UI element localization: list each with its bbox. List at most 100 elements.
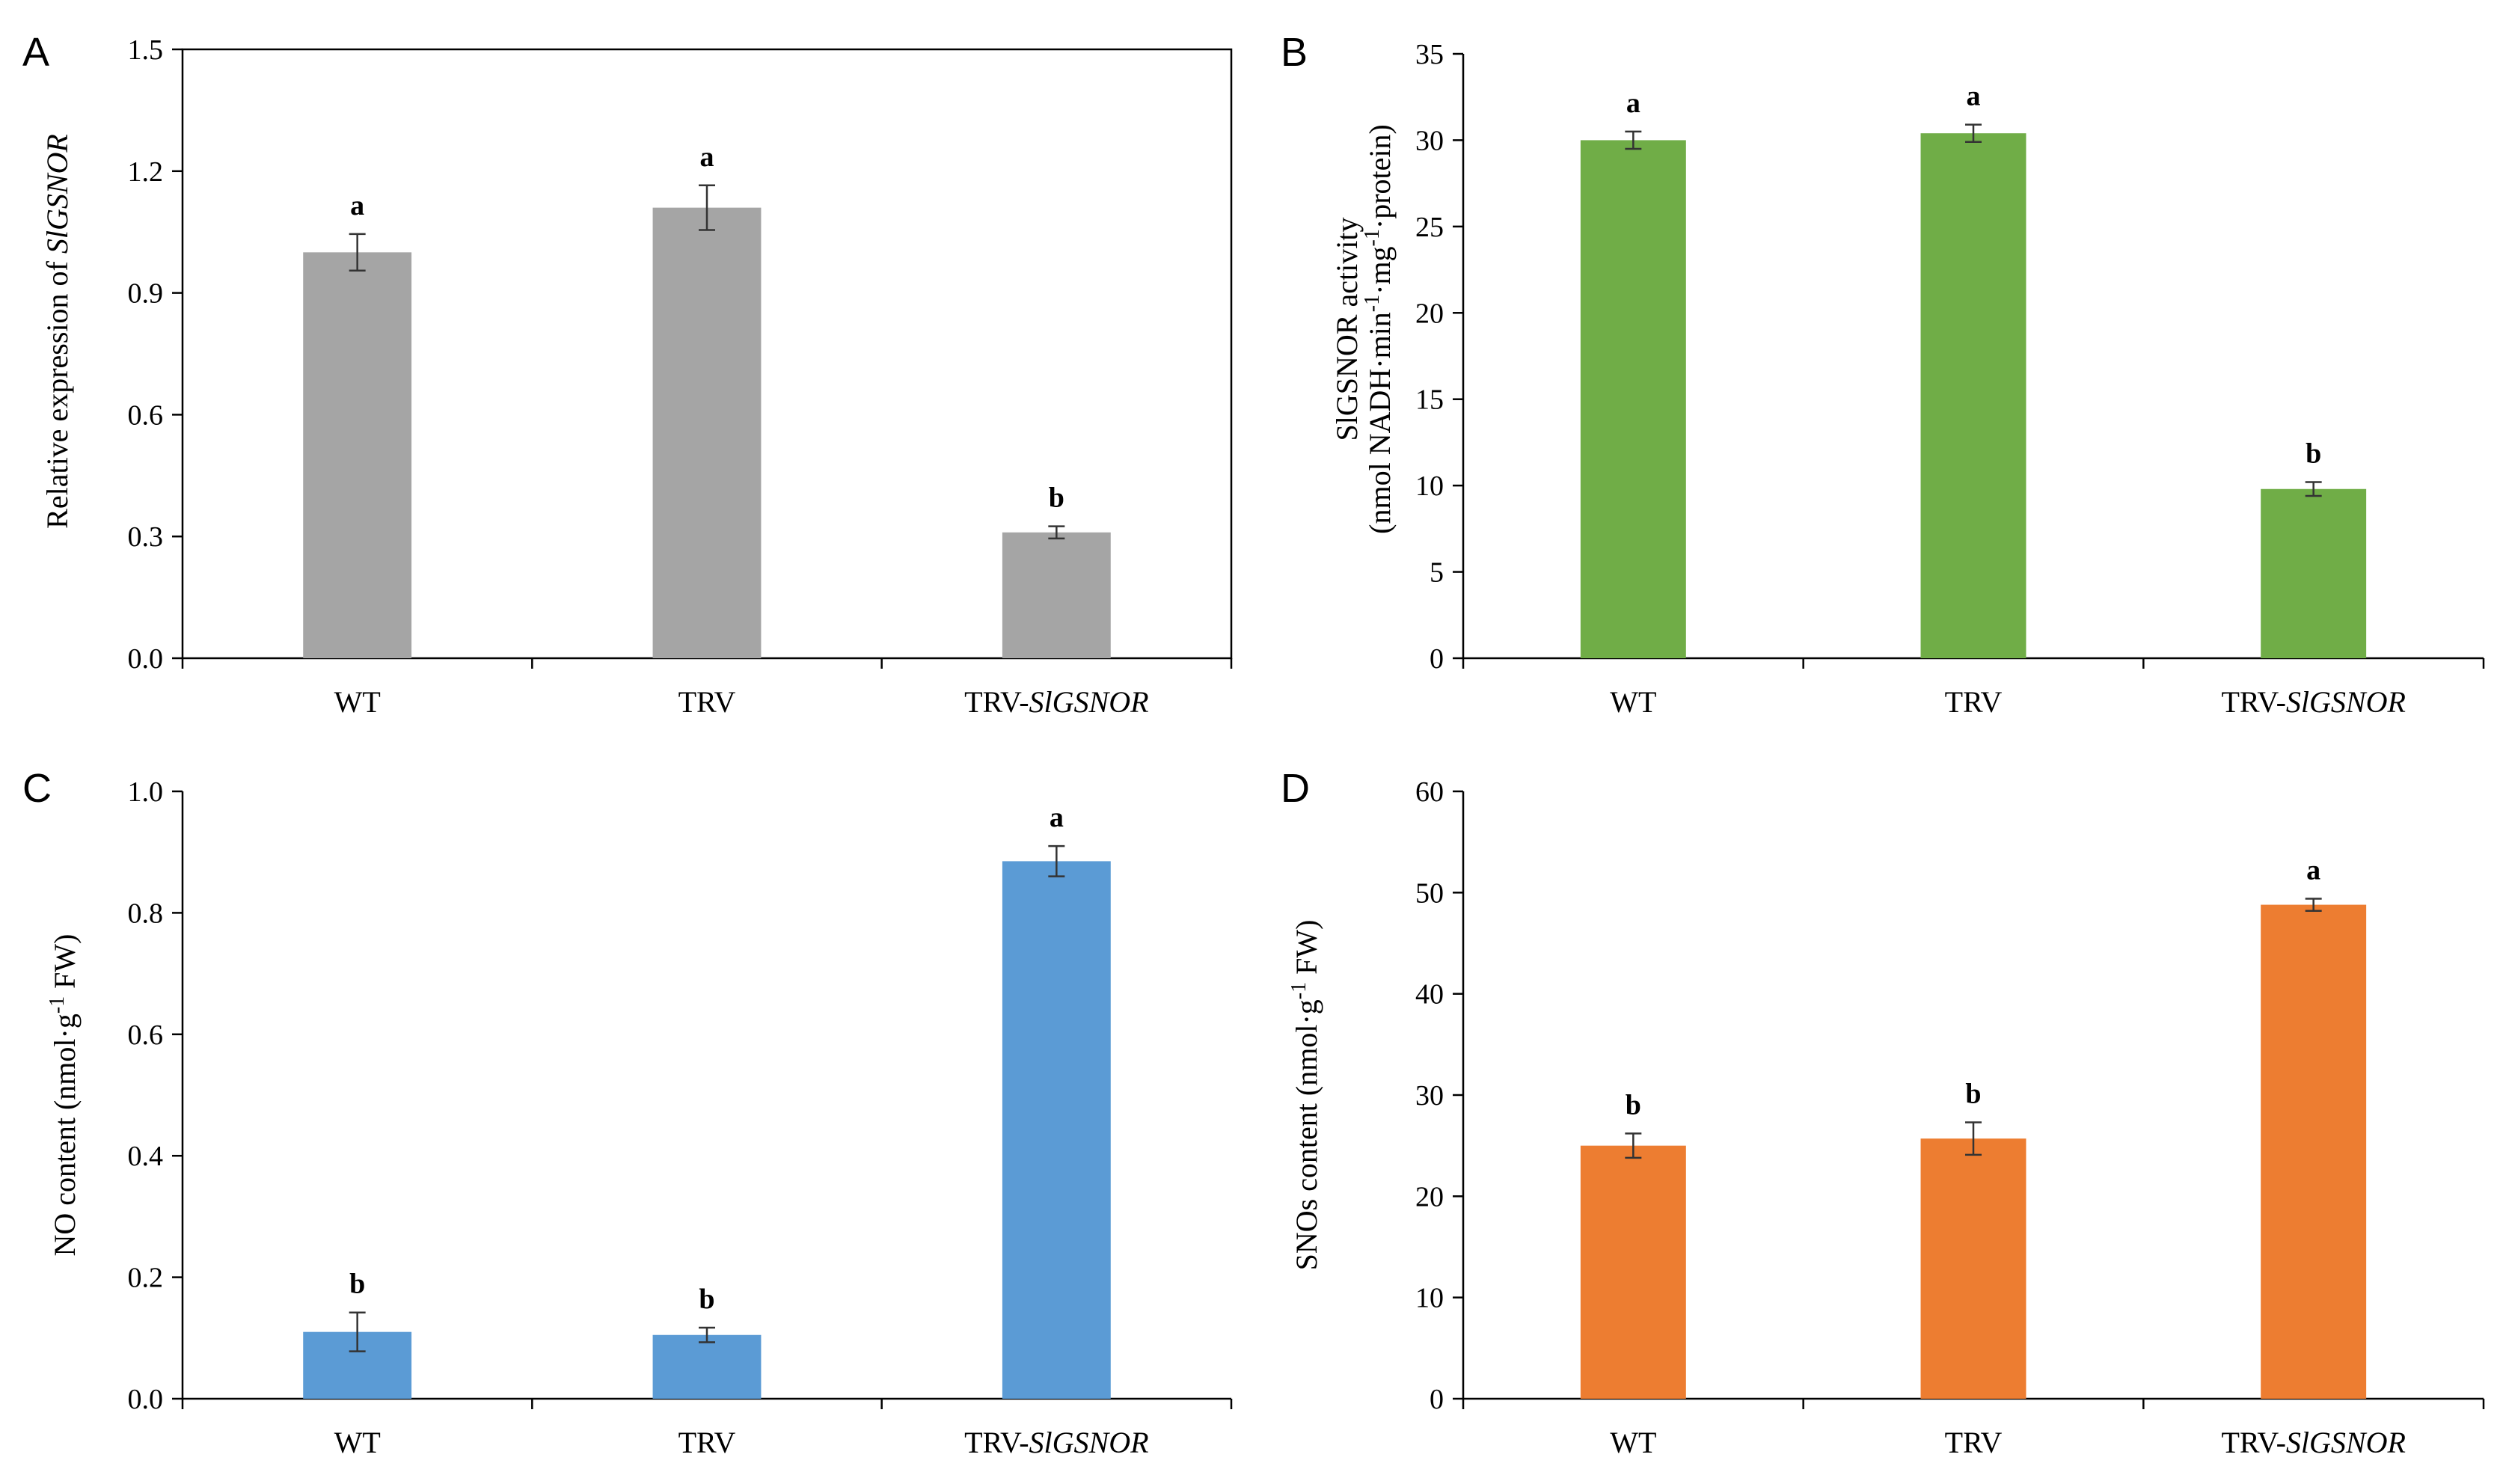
significance-label: b	[699, 1284, 714, 1315]
y-tick-label: 30	[1415, 125, 1444, 156]
y-tick-label: 0.2	[128, 1263, 164, 1294]
x-category-label: TRV	[678, 1426, 736, 1459]
bar	[652, 1334, 762, 1399]
bar	[1580, 1145, 1686, 1399]
significance-label: b	[1626, 1089, 1641, 1120]
y-tick-label: 0	[1430, 1384, 1444, 1415]
y-axis-title-part: SlGSNOR activity	[1330, 218, 1364, 441]
significance-label: b	[1965, 1079, 1981, 1110]
x-category-label-part: WT	[1610, 1426, 1656, 1459]
y-axis-title-line2-part: ·protein)	[1363, 124, 1397, 229]
chart-panel-a: A0.00.30.60.91.21.5aWTaTRVbTRV-SlGSNORRe…	[22, 30, 1233, 719]
y-axis-title-part: SlGSNOR	[40, 134, 74, 254]
y-axis-title-line2-part: ·mg	[1363, 246, 1397, 294]
y-tick-label: 25	[1415, 212, 1444, 243]
significance-label: b	[2306, 438, 2321, 470]
significance-label: a	[1050, 802, 1064, 833]
significance-label: a	[700, 141, 714, 173]
y-axis-title: NO content (nmol·g-1 FW)	[46, 933, 82, 1256]
y-axis-title-part: Relative expression of	[40, 254, 74, 529]
x-category-label-part: TRV-	[2221, 1426, 2285, 1459]
y-tick-label: 10	[1415, 470, 1444, 502]
y-tick-label: 20	[1415, 298, 1444, 329]
x-category-label: TRV-SlGSNOR	[2221, 685, 2405, 719]
x-category-label: WT	[334, 685, 381, 719]
x-category-label: WT	[1610, 1426, 1656, 1459]
y-axis-title: Relative expression of SlGSNOR	[40, 134, 74, 529]
y-tick-label: 0.0	[128, 643, 164, 675]
significance-label: b	[349, 1269, 365, 1300]
y-tick-label: 15	[1415, 384, 1444, 416]
bar	[1920, 1138, 2026, 1399]
x-category-label-part: SlGSNOR	[2286, 1426, 2406, 1459]
y-axis-title-line2-part: (nmol NADH·min	[1363, 312, 1397, 534]
bar	[303, 252, 412, 658]
y-axis-title-line2: (nmol NADH·min-1·mg-1·protein)	[1361, 124, 1397, 534]
chart-panel-c: C 0.0 0.2 0.4 0.6 0.8 1.0 b WT b TRV a TRV-SlGSNOR NO…	[22, 766, 1233, 1459]
x-category-label-part: WT	[334, 1426, 381, 1459]
y-tick-label: 0	[1430, 643, 1444, 675]
x-category-label-part: SlGSNOR	[1029, 1426, 1149, 1459]
y-tick-label: 1.0	[128, 776, 164, 808]
x-category-label-part: TRV-	[2221, 685, 2285, 719]
panel-letter: C	[22, 766, 52, 811]
y-axis-title-part: FW)	[48, 933, 82, 996]
y-tick-label: 1.5	[128, 34, 164, 66]
y-axis-title-part: -1	[1287, 982, 1311, 999]
x-category-label-part: TRV	[1945, 1426, 2003, 1459]
y-axis-title: SlGSNOR activity	[1330, 218, 1364, 441]
x-category-label-part: TRV	[678, 1426, 736, 1459]
y-tick-label: 0.4	[128, 1141, 164, 1172]
y-tick-label: 40	[1415, 979, 1444, 1011]
x-category-label-part: TRV-	[964, 1426, 1029, 1459]
y-axis-title-part: FW)	[1290, 920, 1323, 982]
bar	[1002, 532, 1111, 658]
chart-panel-d: D 0 10 20 30 40 50 60 b WT b TRV a TRV-SlGSNOR SNOs co…	[1281, 766, 2485, 1459]
panel-letter: B	[1281, 30, 1308, 75]
x-category-label: TRV	[678, 685, 736, 719]
y-tick-label: 0.9	[128, 278, 164, 310]
significance-label: a	[1967, 81, 1981, 112]
y-tick-label: 20	[1415, 1181, 1444, 1212]
panel-letter: D	[1281, 766, 1310, 811]
y-axis-title-line2-part: -1	[1361, 229, 1384, 246]
y-axis-title: SNOs content (nmol·g-1 FW)	[1287, 920, 1324, 1271]
x-category-label-part: WT	[334, 685, 381, 719]
x-category-label: WT	[1610, 685, 1656, 719]
y-tick-label: 10	[1415, 1283, 1444, 1314]
significance-label: b	[1049, 482, 1064, 514]
bar	[1580, 140, 1686, 658]
y-tick-label: 0.6	[128, 399, 164, 431]
x-category-label: TRV	[1945, 1426, 2003, 1459]
x-category-label-part: SlGSNOR	[2286, 685, 2406, 719]
bar	[1002, 861, 1111, 1399]
chart-panel-b: B05101520253035aWTaTRVbTRV-SlGSNORSlGSNO…	[1281, 30, 2485, 719]
x-category-label-part: WT	[1610, 685, 1656, 719]
y-axis-title-line2-part: -1	[1361, 295, 1384, 312]
x-category-label-part: SlGSNOR	[1029, 685, 1149, 719]
x-category-label: TRV-SlGSNOR	[964, 685, 1148, 719]
significance-label: a	[1626, 88, 1640, 119]
y-tick-label: 60	[1415, 776, 1444, 808]
y-axis-title-part: SNOs content (nmol·g	[1290, 999, 1323, 1270]
y-tick-label: 1.2	[128, 156, 164, 188]
x-category-label-part: TRV	[678, 685, 736, 719]
bar	[2261, 904, 2367, 1399]
x-category-label: TRV-SlGSNOR	[964, 1426, 1148, 1459]
y-tick-label: 5	[1430, 557, 1444, 589]
y-tick-label: 0.3	[128, 521, 164, 553]
significance-label: a	[350, 190, 364, 221]
x-category-label: TRV-SlGSNOR	[2221, 1426, 2405, 1459]
y-axis-title-part: NO content (nmol·g	[48, 1014, 82, 1256]
y-axis-title-part: -1	[46, 996, 69, 1014]
y-tick-label: 35	[1415, 39, 1444, 70]
y-tick-label: 0.8	[128, 898, 164, 929]
bar	[652, 207, 762, 658]
x-category-label-part: TRV-	[964, 685, 1029, 719]
significance-label: a	[2306, 854, 2320, 886]
y-tick-label: 50	[1415, 877, 1444, 909]
x-category-label: WT	[334, 1426, 381, 1459]
x-category-label-part: TRV	[1945, 685, 2003, 719]
